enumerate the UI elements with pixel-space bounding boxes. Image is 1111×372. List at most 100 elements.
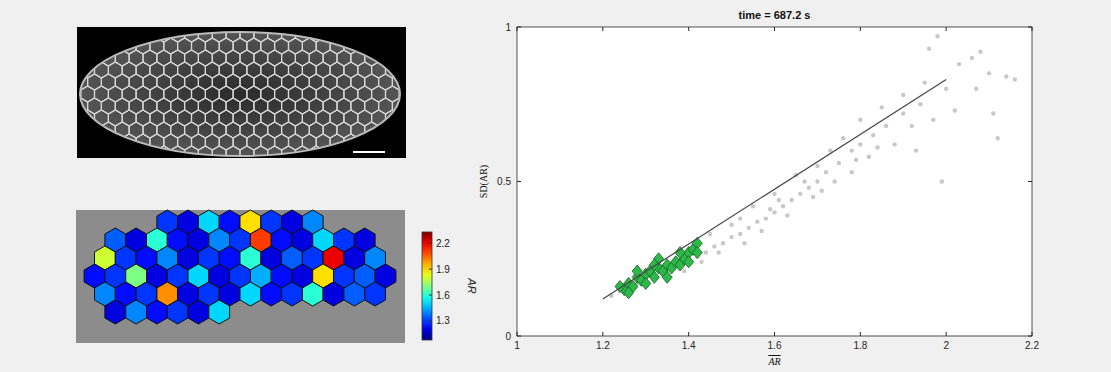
colorbar-tick xyxy=(429,243,432,244)
point xyxy=(850,148,854,152)
point xyxy=(837,161,841,165)
x-tick xyxy=(602,27,603,31)
data-layer xyxy=(603,34,1017,299)
point xyxy=(811,195,815,199)
x-tick-label: 1.4 xyxy=(682,340,696,351)
cell-outline xyxy=(323,146,337,162)
point xyxy=(978,50,982,54)
cell xyxy=(261,282,282,306)
point xyxy=(892,142,896,146)
x-tick xyxy=(774,27,775,31)
cell-outline xyxy=(108,38,122,54)
point xyxy=(777,198,781,202)
diamond-point xyxy=(624,287,634,299)
diamond-point xyxy=(684,256,694,268)
point xyxy=(884,124,888,128)
embryo xyxy=(80,32,400,156)
point xyxy=(717,250,721,254)
colorbar-tick xyxy=(429,320,432,321)
x-tick xyxy=(946,27,947,31)
cell xyxy=(126,300,147,324)
point xyxy=(832,179,836,183)
x-tick xyxy=(774,332,775,336)
colorbar-tick-label: 2.2 xyxy=(436,238,450,249)
point xyxy=(880,105,884,109)
diamond-point xyxy=(692,247,702,259)
point xyxy=(871,133,875,137)
cell-outline xyxy=(88,26,102,42)
cell-outline xyxy=(74,50,88,66)
x-tick xyxy=(688,332,689,336)
point xyxy=(944,87,948,91)
cell xyxy=(209,300,230,324)
x-tick xyxy=(860,27,861,31)
cell-outline xyxy=(358,38,372,54)
x-tick xyxy=(946,332,947,336)
point xyxy=(940,179,944,183)
cell-outline xyxy=(379,26,393,42)
cell-outline xyxy=(67,134,81,150)
cell-outline xyxy=(372,38,386,54)
point xyxy=(729,223,733,227)
cell-outline xyxy=(143,146,157,162)
point xyxy=(815,179,819,183)
cell-outline xyxy=(406,146,420,162)
x-tick-label: 1.2 xyxy=(596,340,610,351)
y-tick xyxy=(1028,181,1032,182)
cell-outline xyxy=(392,50,406,66)
point xyxy=(682,269,686,273)
point xyxy=(1013,77,1017,81)
cell-outline xyxy=(129,146,143,162)
point xyxy=(974,87,978,91)
cell-outline xyxy=(399,38,413,54)
cell-outline xyxy=(81,134,95,150)
y-tick-label: 0.5 xyxy=(497,176,511,187)
y-tick-label: 1 xyxy=(505,22,511,33)
cell xyxy=(240,282,261,306)
cell xyxy=(323,282,344,306)
fit-line xyxy=(603,80,946,299)
cell-outline xyxy=(392,26,406,42)
cell-outline xyxy=(295,146,309,162)
cell-outline xyxy=(67,38,81,54)
cell-outline xyxy=(337,146,351,162)
cell-outline xyxy=(171,146,185,162)
point xyxy=(858,118,862,122)
point xyxy=(935,34,939,38)
point xyxy=(738,216,742,220)
point xyxy=(772,192,776,196)
micrograph xyxy=(67,26,420,162)
cell xyxy=(344,282,365,306)
cell xyxy=(302,282,323,306)
diamond-point xyxy=(675,247,685,259)
x-tick-label: 2 xyxy=(943,340,949,351)
point xyxy=(721,241,725,245)
point xyxy=(699,260,703,264)
micrograph-bg xyxy=(77,27,406,158)
point xyxy=(708,232,712,236)
cell-outline xyxy=(129,26,143,42)
cell-outline xyxy=(323,26,337,42)
cell-outline xyxy=(115,26,129,42)
x-tick-label: 2.2 xyxy=(1025,340,1039,351)
colorbar xyxy=(422,232,432,340)
point xyxy=(781,204,785,208)
cell-outline xyxy=(386,38,400,54)
diamond-point xyxy=(662,271,672,283)
x-axis-label: AR xyxy=(767,356,780,367)
x-tick xyxy=(602,332,603,336)
cell-outline xyxy=(115,146,129,162)
y-axis-label: SD(AR) xyxy=(478,165,490,198)
cell-outline xyxy=(399,134,413,150)
point xyxy=(712,244,716,248)
cell-outline xyxy=(406,122,420,138)
x-tick xyxy=(860,332,861,336)
point xyxy=(953,108,957,112)
cell xyxy=(188,300,209,324)
cell xyxy=(147,300,168,324)
cell-outline xyxy=(226,146,240,162)
point xyxy=(785,213,789,217)
cell-outline xyxy=(399,86,413,102)
cell-outline xyxy=(386,134,400,150)
cell-outline xyxy=(337,26,351,42)
